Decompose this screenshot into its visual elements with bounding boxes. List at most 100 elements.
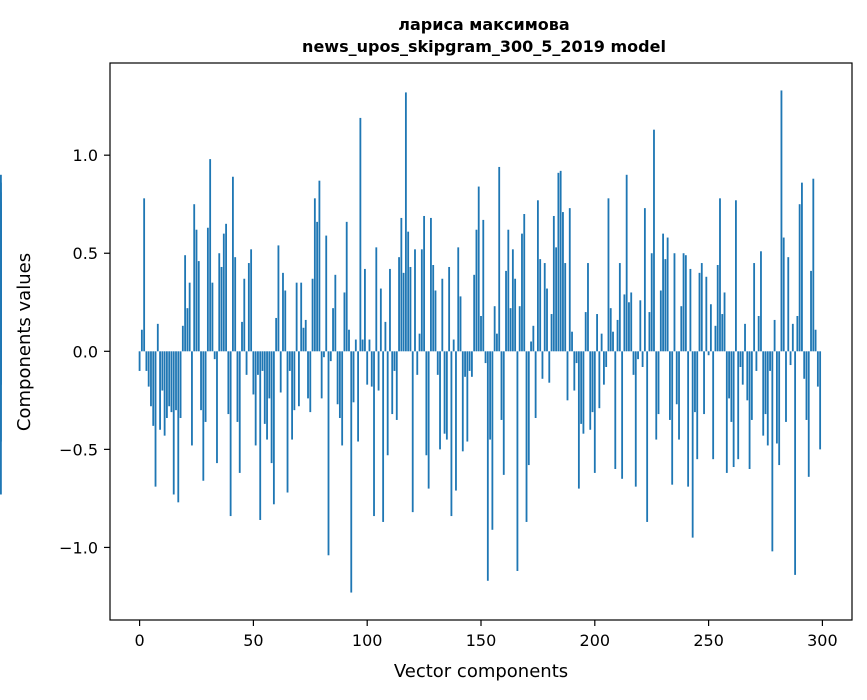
bar (404, 92, 407, 352)
bar (712, 351, 715, 460)
bar (418, 333, 421, 352)
bar (694, 351, 696, 413)
bar (707, 351, 710, 356)
x-axis-label: Vector components (394, 661, 568, 682)
y-tick-label: 0.5 (73, 244, 98, 263)
bar (213, 351, 216, 360)
bar (468, 351, 471, 371)
bar (669, 351, 671, 420)
bar (409, 266, 412, 352)
bar (723, 292, 726, 352)
bar (477, 186, 480, 352)
bar (705, 276, 708, 352)
bar (211, 282, 214, 352)
bar (263, 351, 266, 424)
bar (794, 351, 797, 575)
bar (345, 221, 348, 352)
bar (386, 351, 389, 456)
bar (311, 278, 314, 352)
y-tick-label: −1.0 (59, 538, 98, 557)
bar (177, 351, 180, 503)
bar (684, 255, 687, 352)
bar (445, 351, 448, 440)
x-tick-label: 100 (352, 631, 383, 650)
bar (659, 290, 662, 352)
bar (582, 351, 585, 434)
y-tick-label: 1.0 (73, 146, 98, 165)
bar (195, 229, 198, 352)
bar (577, 351, 580, 489)
bar (807, 351, 810, 477)
bar (775, 351, 778, 444)
bar (0, 351, 2, 442)
bar (748, 351, 751, 469)
bar (648, 312, 651, 352)
bar (639, 300, 642, 352)
y-tick-label: −0.5 (59, 440, 98, 459)
bar (509, 308, 512, 352)
bar (145, 351, 148, 371)
bar (243, 278, 246, 352)
bar (232, 176, 234, 352)
bar (516, 351, 519, 571)
bar (498, 166, 501, 352)
bar (304, 319, 307, 352)
bar (643, 208, 646, 352)
bar (580, 351, 583, 424)
bar (170, 351, 173, 413)
bar (254, 351, 257, 446)
bar (623, 294, 626, 352)
bar (393, 351, 396, 371)
bar (441, 278, 444, 352)
bar (757, 316, 760, 352)
bar (502, 351, 505, 475)
bar (541, 351, 544, 379)
bar (293, 351, 296, 411)
bar (819, 351, 822, 450)
bar (163, 351, 166, 436)
bar (657, 351, 660, 415)
bar (607, 198, 610, 352)
bar (721, 314, 724, 352)
bar (143, 198, 146, 352)
bar (430, 217, 432, 352)
bar (350, 351, 353, 593)
bar (612, 331, 614, 352)
bar (188, 282, 191, 352)
bar (616, 319, 619, 352)
bar (427, 351, 430, 489)
bar (568, 208, 571, 352)
bar (384, 321, 387, 352)
bar (673, 253, 676, 352)
bar (682, 253, 685, 352)
bar (484, 351, 487, 364)
bar (200, 351, 202, 411)
x-tick-label: 250 (693, 631, 724, 650)
bar (744, 323, 746, 352)
x-tick-label: 0 (134, 631, 144, 650)
bar (377, 351, 380, 391)
bar (179, 351, 182, 418)
bar (423, 215, 426, 352)
bar (671, 351, 674, 485)
bar (379, 288, 382, 352)
bar (327, 351, 330, 556)
bar (336, 351, 339, 405)
bar (609, 308, 612, 352)
bar (452, 339, 455, 352)
bar (680, 306, 683, 352)
bar (584, 312, 587, 352)
bar (159, 351, 161, 430)
bar (650, 253, 653, 352)
bar (216, 351, 218, 464)
bar (359, 117, 362, 352)
bar (302, 327, 305, 352)
bar (286, 351, 289, 493)
bar (222, 233, 225, 352)
bar (780, 90, 783, 352)
bar (534, 351, 537, 418)
bar (172, 351, 175, 495)
bar (575, 351, 578, 364)
bar (675, 351, 678, 405)
bar (361, 339, 364, 352)
